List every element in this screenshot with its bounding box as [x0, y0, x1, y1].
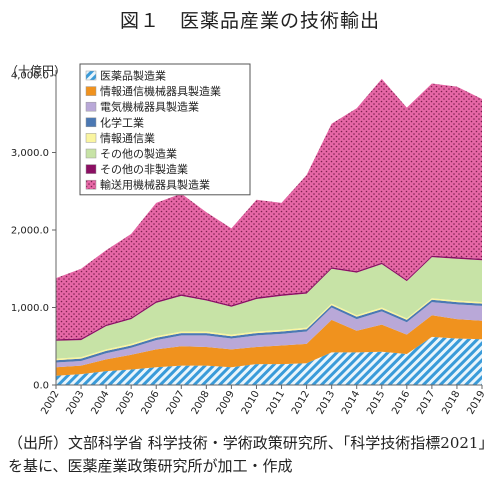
x-tick-label: 2007	[165, 389, 187, 417]
legend-label-1: 情報通信機械器具製造業	[100, 84, 221, 98]
legend-label-7: 輸送用機械器具製造業	[100, 178, 210, 192]
legend-swatch-0	[85, 70, 97, 81]
legend-label-4: 情報通信業	[100, 132, 155, 145]
legend-label-0: 医薬品製造業	[100, 69, 166, 83]
legend-swatch-2	[85, 101, 97, 112]
area-series-5	[56, 257, 482, 359]
legend-label-6: その他の非製造業	[100, 162, 188, 176]
legend-label-5: その他の製造業	[100, 147, 177, 161]
x-tick-label: 2011	[265, 389, 287, 417]
area-series-7	[56, 78, 482, 340]
y-tick-label: 3,000.0	[11, 148, 49, 159]
y-tick-label: 0.0	[33, 381, 49, 392]
legend-swatch-1	[85, 86, 97, 96]
x-tick-label: 2019	[465, 389, 487, 417]
x-tick-label: 2017	[415, 389, 437, 417]
x-tick-label: 2010	[240, 389, 262, 417]
legend: 医薬品製造業情報通信機械器具製造業電気機械器具製造業化学工業情報通信業その他の製…	[79, 63, 251, 196]
legend-swatch-4	[85, 133, 97, 143]
x-tick-label: 2012	[290, 389, 312, 417]
legend-swatch-6	[85, 164, 97, 174]
areas-layer	[56, 78, 482, 385]
x-tick-label: 2013	[315, 389, 337, 417]
y-tick-label: 2,000.0	[11, 226, 49, 237]
x-tick-label: 2018	[440, 389, 462, 417]
legend-swatch-7	[85, 179, 97, 190]
legend-label-3: 化学工業	[100, 115, 144, 129]
legend-box	[79, 63, 251, 196]
chart-title: 図１ 医薬品産業の技術輸出	[119, 10, 380, 32]
x-tick-label: 2004	[89, 389, 111, 417]
legend-swatch-3	[85, 117, 97, 128]
y-tick-label: 1,000.0	[11, 303, 49, 314]
x-tick-label: 2002	[39, 389, 61, 417]
area-series-2	[56, 302, 482, 368]
x-tick-label: 2009	[215, 389, 237, 417]
area-series-0	[56, 336, 482, 385]
y-tick-label: 4,000.0	[11, 71, 49, 82]
area-series-1	[56, 315, 482, 376]
x-tick-label: 2014	[340, 389, 362, 417]
x-tick-label: 2015	[365, 389, 387, 417]
x-tick-label: 2008	[190, 389, 212, 417]
x-tick-label: 2003	[64, 389, 86, 417]
source-note: （出所）文部科学省 科学技術・学術政策研究所、「科学技術指標2021」を基に、医…	[8, 434, 494, 475]
legend-swatch-5	[85, 148, 97, 159]
legend-label-2: 電気機械器具製造業	[100, 100, 199, 114]
x-tick-label: 2006	[140, 389, 162, 417]
x-tick-label: 2016	[390, 389, 412, 417]
x-tick-label: 2005	[115, 389, 137, 417]
y-axis-unit-label: （十億円）	[6, 64, 67, 78]
